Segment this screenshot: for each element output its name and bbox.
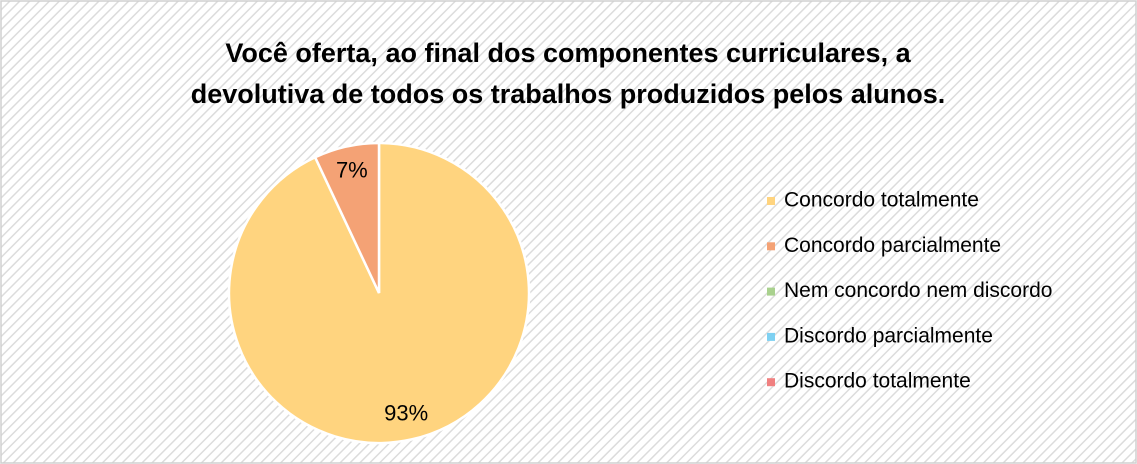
legend-marker bbox=[767, 242, 775, 251]
legend-label: Discordo totalmente bbox=[784, 370, 971, 393]
legend-marker bbox=[767, 287, 775, 296]
chart-title: Você oferta, ao final dos componentes cu… bbox=[225, 38, 911, 68]
data-label: 93% bbox=[384, 400, 428, 425]
data-label: 7% bbox=[336, 157, 368, 182]
legend-label: Concordo parcialmente bbox=[784, 234, 1001, 257]
legend-marker bbox=[767, 197, 775, 205]
legend-label: Concordo totalmente bbox=[784, 189, 979, 212]
pie-slice bbox=[313, 141, 381, 294]
legend-label: Discordo parcialmente bbox=[784, 324, 993, 347]
chart-title: devolutiva de todos os trabalhos produzi… bbox=[191, 79, 946, 109]
legend-marker bbox=[767, 378, 775, 387]
legend-marker bbox=[767, 332, 775, 341]
legend-label: Nem concordo nem discordo bbox=[784, 279, 1052, 302]
